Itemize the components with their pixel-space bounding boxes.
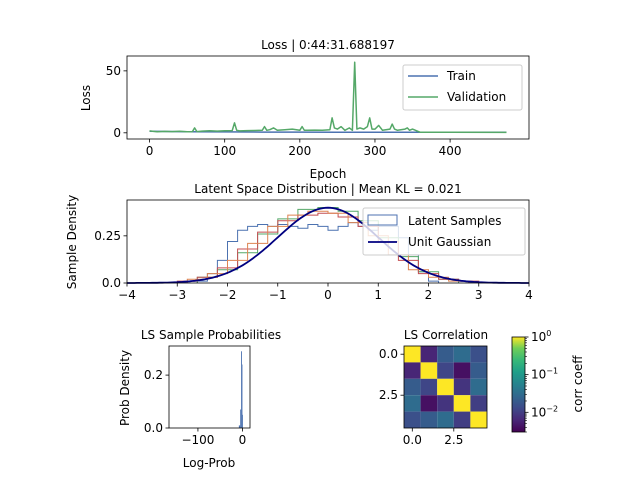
correlation-ytick-label: 2.5 [379,388,398,402]
correlation-cell [437,362,454,379]
loss-title: Loss | 0:44:31.688197 [261,38,395,52]
probability-title: LS Sample Probabilities [141,328,281,342]
correlation-cell [453,411,471,428]
probability-bar [241,364,243,428]
probability-axes: −100 0 0.0 0.2 [144,345,251,447]
correlation-cell [420,395,438,412]
correlation-cell [453,346,471,363]
latent-title: Latent Space Distribution | Mean KL = 0.… [194,182,461,196]
legend-label-latent-samples: Latent Samples [408,214,502,228]
loss-xtick-label: 400 [439,144,462,158]
loss-ytick-label: 0 [113,126,121,140]
probability-panel: LS Sample Probabilities −100 0 0.0 0.2 Log-… [118,328,281,470]
probability-ytick-label: 0.2 [144,368,163,382]
correlation-cell [470,411,487,428]
correlation-title: LS Correlation [404,328,488,342]
correlation-xtick-label: 0.0 [403,433,422,447]
correlation-cell [453,395,471,412]
colorbar-label: corr coeff [571,355,585,413]
legend-label-train: Train [446,69,476,83]
latent-axes: −4 −3 −2 −1 0 1 2 3 4 0.0 0.25 [94,199,533,302]
latent-xtick-label: −3 [168,288,186,302]
correlation-cell [420,362,438,379]
loss-axes-frame [126,55,530,140]
colorbar-tick-label: 10−1 [531,367,558,382]
latent-xtick-label: 3 [475,288,483,302]
loss-xtick-label: 200 [288,144,311,158]
latent-xtick-label: 1 [374,288,382,302]
loss-ylabel: Loss [79,85,93,111]
correlation-cell [437,395,454,412]
legend-label-validation: Validation [447,90,506,104]
loss-xtick-label: 300 [364,144,387,158]
legend-label-unit-gaussian: Unit Gaussian [408,235,491,249]
correlation-axes-frame [403,345,488,429]
loss-xlabel: Epoch [310,167,347,181]
probability-bar [241,414,243,428]
latent-legend: Latent Samples Unit Gaussian [362,207,526,256]
loss-ytick-label: 50 [106,64,121,78]
probability-bars-group [238,351,243,428]
probability-ytick-label: 0.0 [144,421,163,435]
correlation-cell [470,346,487,363]
correlation-cell [404,411,421,428]
probability-axes-frame [168,345,251,429]
correlation-cell [404,346,421,363]
loss-axes: 0 100 200 300 400 0 50 [106,55,530,158]
latent-xtick-label: −2 [219,288,237,302]
probability-xtick-label: 0 [239,433,247,447]
latent-panel: Latent Space Distribution | Mean KL = 0.… [65,182,533,302]
correlation-cell [420,411,438,428]
correlation-cells-group [404,346,487,428]
correlation-cell [420,346,438,363]
correlation-cell [404,378,421,396]
probability-bar [240,409,242,428]
correlation-cell [453,362,471,379]
loss-panel: Loss | 0:44:31.688197 0 100 200 300 400 0 50 E… [79,38,530,181]
correlation-cell [470,362,487,379]
latent-xtick-label: −1 [269,288,287,302]
correlation-cell [453,378,471,396]
latent-xtick-label: 2 [425,288,433,302]
latent-series-group [127,206,529,284]
loss-line-validation [149,61,507,134]
loss-series-group [149,61,507,134]
correlation-ytick-label: 0.0 [379,347,398,361]
latent-xtick-label: −4 [118,288,136,302]
correlation-cell [437,411,454,428]
colorbar [511,336,526,433]
correlation-axes: 0.0 2.5 0.0 2.5 [379,345,488,447]
correlation-xtick-label: 2.5 [444,433,463,447]
colorbar-tick-label: 10−2 [531,404,558,419]
legend-swatch-latent-samples [367,214,398,226]
probability-bar [238,425,241,428]
latent-ytick-label: 0.0 [102,276,121,290]
correlation-cell [437,378,454,396]
correlation-cell [404,362,421,379]
correlation-cell [437,346,454,363]
colorbar-tick-label: 100 [531,329,551,344]
loss-legend: Train Validation [402,64,523,111]
probability-xlabel: Log-Prob [183,456,235,470]
colorbar-ticks: 100 10−1 10−2 [525,329,558,433]
latent-histogram-3 [186,210,470,283]
unit-gaussian-curve [127,206,529,284]
probability-xtick-label: −100 [181,433,214,447]
latent-legend-frame [362,207,526,256]
correlation-cell [470,378,487,396]
latent-ylabel: Sample Density [65,195,79,289]
correlation-cell [420,378,438,396]
correlation-panel: LS Correlation 0.0 2.50.02.5 10010−110−2 … [379,328,585,447]
correlation-cell [470,395,487,412]
latent-xtick-label: 4 [525,288,533,302]
latent-ytick-label: 0.25 [94,229,121,243]
probability-ylabel: Prob Density [118,350,132,426]
loss-xtick-label: 0 [146,144,154,158]
correlation-cell [404,395,421,412]
loss-xtick-label: 100 [213,144,236,158]
latent-xtick-label: 0 [324,288,332,302]
